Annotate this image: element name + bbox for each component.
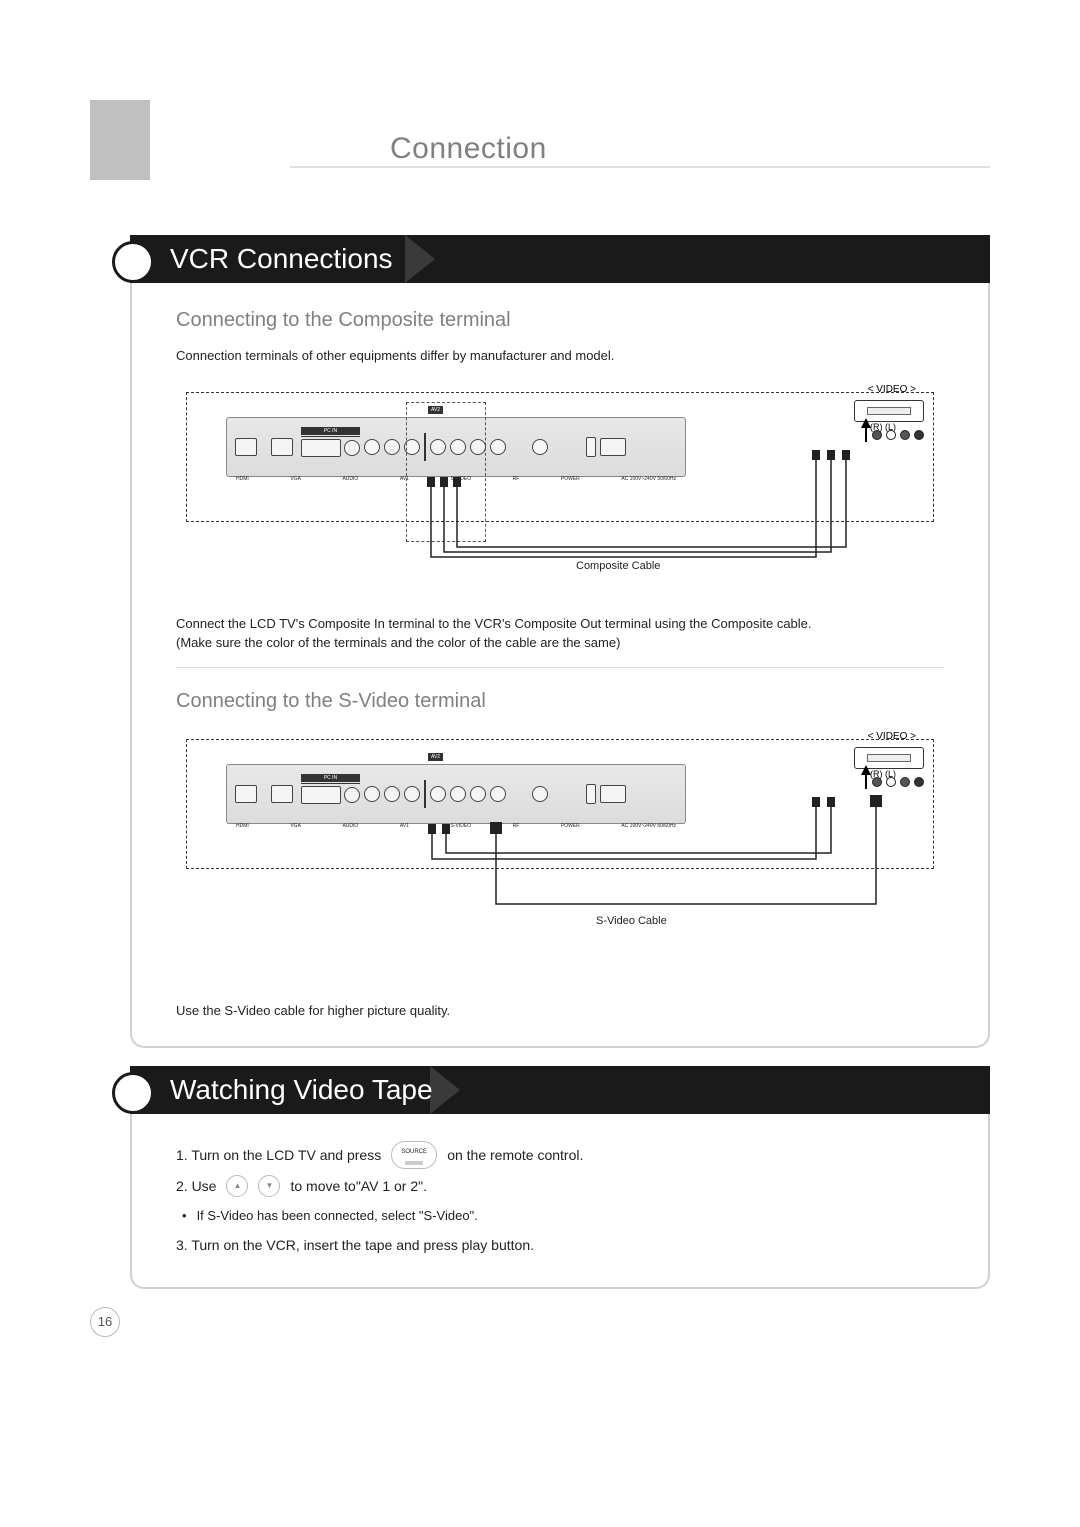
page-number-value: 16 xyxy=(98,1314,112,1329)
svideo-note: Use the S-Video cable for higher picture… xyxy=(176,1001,944,1021)
section-bar: VCR Connections xyxy=(130,235,990,283)
step-text: 3. Turn on the VCR, insert the tape and … xyxy=(176,1230,534,1261)
chevron-right-icon xyxy=(405,235,435,283)
step-1: 1. Turn on the LCD TV and press SOURCE o… xyxy=(176,1140,944,1171)
svideo-diagram: < VIDEO > (R) (L) PC IN xyxy=(176,729,944,949)
section-bar: Watching Video Tape xyxy=(130,1066,990,1114)
step-text: 1. Turn on the LCD TV and press xyxy=(176,1140,381,1171)
subheading-composite: Connecting to the Composite terminal xyxy=(176,309,944,332)
page-header: Connection xyxy=(130,100,990,180)
cable-legend-svideo: S-Video Cable xyxy=(596,915,667,927)
source-button-label: SOURCE xyxy=(401,1146,427,1159)
section-watching-video: Watching Video Tape 1. Turn on the LCD T… xyxy=(90,1066,990,1289)
section-body: Connecting to the Composite terminal Con… xyxy=(130,283,990,1048)
arrow-up-button-icon: ▲ xyxy=(226,1175,248,1197)
chevron-right-icon xyxy=(430,1066,460,1114)
page-title: Connection xyxy=(390,132,547,166)
composite-cable-icon xyxy=(176,382,956,602)
step-text: to move to"AV 1 or 2". xyxy=(290,1171,427,1202)
step-text: 2. Use xyxy=(176,1171,216,1202)
page-number: 16 xyxy=(90,1307,120,1337)
page: Connection VCR Connections Connecting to… xyxy=(0,0,1080,1377)
steps-list: 1. Turn on the LCD TV and press SOURCE o… xyxy=(176,1140,944,1261)
step-2-bullet: • If S-Video has been connected, select … xyxy=(182,1202,944,1231)
step-text: on the remote control. xyxy=(447,1140,583,1171)
divider xyxy=(176,667,944,668)
step-text: If S-Video has been connected, select "S… xyxy=(197,1202,478,1231)
cable-legend-composite: Composite Cable xyxy=(576,560,660,572)
step-3: 3. Turn on the VCR, insert the tape and … xyxy=(176,1230,944,1261)
section-vcr-connections: VCR Connections Connecting to the Compos… xyxy=(90,235,990,1048)
section-title: Watching Video Tape xyxy=(130,1074,433,1106)
section-title: VCR Connections xyxy=(130,243,393,275)
arrow-down-button-icon: ▼ xyxy=(258,1175,280,1197)
composite-note-1: Connect the LCD TV's Composite In termin… xyxy=(176,614,944,634)
header-rule xyxy=(290,166,990,168)
subheading-svideo: Connecting to the S-Video terminal xyxy=(176,690,944,713)
composite-diagram: < VIDEO > (R) (L) PC IN xyxy=(176,382,944,602)
bullet-dot-icon: • xyxy=(182,1202,187,1231)
step-2: 2. Use ▲ ▼ to move to"AV 1 or 2". xyxy=(176,1171,944,1202)
section-body: 1. Turn on the LCD TV and press SOURCE o… xyxy=(130,1114,990,1289)
source-button-icon: SOURCE xyxy=(391,1141,437,1169)
svideo-cable-icon xyxy=(176,729,956,949)
intro-text: Connection terminals of other equipments… xyxy=(176,346,944,366)
composite-note-2: (Make sure the color of the terminals an… xyxy=(176,633,944,653)
